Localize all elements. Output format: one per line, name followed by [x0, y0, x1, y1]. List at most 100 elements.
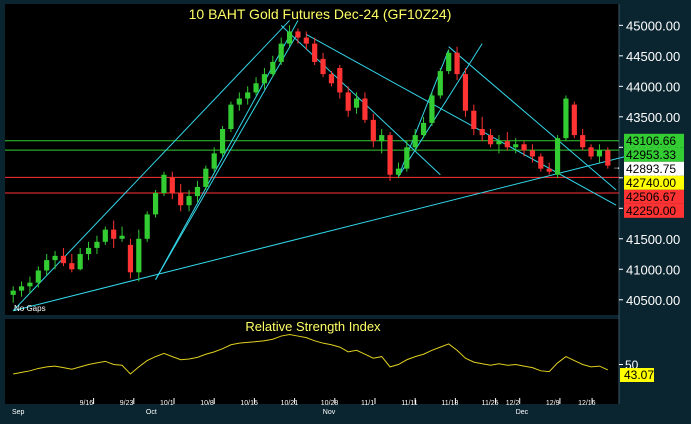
candle-body: [538, 156, 544, 169]
candle-body: [144, 214, 150, 239]
candle-body: [186, 196, 192, 206]
candle-body: [295, 31, 301, 38]
candle: [228, 101, 234, 133]
candle: [60, 247, 67, 267]
candle-body: [245, 92, 251, 99]
candle-body: [571, 104, 577, 136]
candle-body: [119, 235, 125, 239]
trend-line: [13, 154, 634, 312]
candle-body: [479, 129, 485, 136]
trend-line: [398, 43, 483, 177]
candle: [362, 92, 368, 123]
candle: [77, 247, 83, 271]
candle-body: [203, 168, 209, 187]
candle-body: [178, 193, 184, 206]
price-badge: [624, 175, 684, 190]
candle: [127, 238, 134, 279]
candle: [119, 226, 125, 242]
candle-body: [513, 144, 519, 148]
candle: [194, 180, 201, 203]
candle: [580, 129, 586, 151]
candle-body: [69, 263, 75, 270]
candle: [605, 147, 611, 169]
price-tick-label: 44500.00: [626, 49, 680, 64]
candle: [295, 28, 301, 44]
candle-body: [496, 141, 502, 145]
candle: [44, 254, 50, 276]
candle: [18, 281, 25, 297]
candle: [353, 92, 360, 114]
candle: [152, 189, 159, 218]
date-tick-label: 9/23: [120, 400, 134, 407]
rsi-title: Relative Strength Index: [245, 319, 381, 334]
price-tick-label: 41500.00: [626, 232, 680, 247]
candle-body: [261, 74, 268, 84]
candle-body: [10, 290, 16, 295]
chart-title: 10 BAHT Gold Futures Dec-24 (GF10Z24): [189, 6, 452, 22]
candle-body: [521, 144, 527, 151]
candle-body: [312, 43, 318, 62]
candle-body: [52, 255, 58, 261]
candle-body: [286, 31, 293, 44]
price-badge: [624, 147, 684, 162]
candle-body: [462, 74, 469, 111]
candle-body: [27, 282, 33, 287]
candle: [211, 147, 217, 172]
candle: [479, 116, 485, 142]
candle: [521, 141, 527, 157]
candle: [203, 165, 209, 190]
candle-body: [446, 52, 452, 72]
candle-body: [320, 58, 326, 75]
month-label: Sep: [12, 409, 25, 416]
candle: [111, 220, 117, 248]
price-tick-label: 41000.00: [626, 262, 680, 277]
candle: [513, 138, 519, 154]
candle: [412, 129, 418, 151]
candle-body: [370, 119, 376, 142]
candle: [245, 86, 251, 105]
candle: [169, 171, 175, 200]
candle-body: [328, 74, 335, 84]
rsi-panel: [5, 319, 619, 404]
candle: [320, 52, 326, 78]
candle-body: [404, 147, 410, 169]
candle: [571, 101, 577, 139]
date-tick-label: 11/18: [441, 400, 458, 407]
date-tick-label: 10/28: [321, 400, 339, 407]
date-tick-label: 10/1: [160, 400, 174, 407]
trend-line: [280, 24, 441, 176]
candle: [563, 95, 569, 142]
candle: [286, 25, 293, 47]
date-tick-label: 10/8: [200, 400, 214, 407]
candle-body: [194, 186, 201, 197]
candle-body: [420, 122, 427, 136]
price-badge-label: 43106.66: [626, 134, 676, 148]
candle-body: [136, 238, 142, 273]
price-badge-label: 42953.33: [626, 148, 676, 162]
candle: [136, 229, 142, 282]
candle-body: [387, 135, 393, 175]
candle: [529, 144, 536, 163]
rsi-value-label: 43.07: [624, 368, 654, 382]
candle-body: [429, 95, 435, 123]
candle-body: [345, 92, 351, 111]
date-tick-label: 11/11: [401, 400, 418, 407]
candle-body: [111, 229, 117, 239]
candle: [261, 68, 268, 90]
candle: [303, 31, 309, 50]
price-badge-label: 42740.00: [626, 176, 676, 190]
axes: 45000.0044500.0044000.0043500.0043000.00…: [12, 18, 684, 416]
candle-body: [529, 150, 536, 157]
candle-body: [169, 177, 175, 194]
candle-body: [563, 98, 569, 139]
candle-body: [454, 52, 460, 75]
candle-body: [60, 255, 67, 264]
candle-body: [504, 141, 510, 148]
candle: [236, 92, 242, 111]
candle: [52, 250, 58, 270]
candle: [446, 49, 452, 75]
date-tick-label: 12/2: [506, 400, 520, 407]
candle-body: [278, 43, 284, 62]
candle-body: [35, 270, 41, 283]
candle: [69, 254, 75, 273]
